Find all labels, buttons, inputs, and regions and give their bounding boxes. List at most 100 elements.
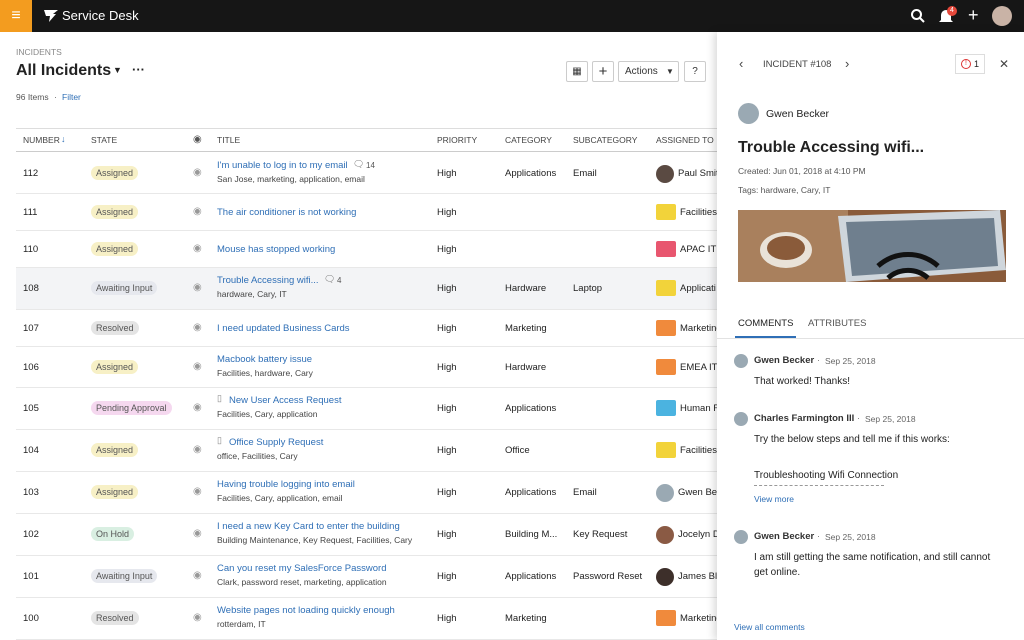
view-title[interactable]: All Incidents [16,62,112,79]
column-header[interactable]: PRIORITY [437,135,478,145]
eye-icon: ◉ [193,570,202,581]
incident-title[interactable]: The air conditioner is not working [217,206,357,218]
assigned-to: Gwen Be [678,487,717,498]
table-row[interactable] [16,430,717,472]
assignee-avatar [656,568,674,586]
table-row[interactable] [16,347,717,388]
table-row[interactable] [16,310,717,347]
comment-text: That worked! Thanks! [754,376,850,387]
incident-title[interactable]: New User Access Request [229,395,342,406]
breadcrumb: INCIDENTS [16,47,62,57]
column-header[interactable]: NUMBER [23,135,60,145]
tab[interactable]: ATTRIBUTES [808,318,867,329]
prev-button[interactable]: ‹ [739,56,744,71]
next-button[interactable]: › [845,56,850,71]
user-avatar[interactable] [992,6,1012,26]
state-pill: Assigned [91,241,139,256]
view-all-comments[interactable]: View all comments [734,622,805,632]
state-pill: Assigned [91,485,139,499]
column-header[interactable]: ASSIGNED TO [656,135,714,145]
category: Hardware [505,361,547,373]
assigned-to: Marketing [680,322,717,334]
column-header[interactable]: CATEGORY [505,135,552,145]
alert-icon: ! [960,59,971,69]
incident-title[interactable]: Macbook battery issue [217,354,313,365]
state-pill: Awaiting Input [91,569,158,583]
more-menu[interactable]: ··· [132,62,145,77]
table-row[interactable] [16,556,717,598]
incident-number: 107 [23,322,39,334]
priority: High [437,243,457,255]
tab[interactable]: COMMENTS [738,318,794,329]
view-more[interactable]: View more [754,494,794,504]
incident-tags: Clark, password reset, marketing, applic… [217,577,387,587]
category: Applications [505,403,557,414]
app-title: Service Desk [62,8,139,23]
alert-button[interactable]: ! 1 [955,54,985,74]
incident-table: NUMBER STATE TITLE PRIORITY CATEGORY SUBCATEG… [16,128,717,640]
column-header[interactable]: STATE [91,135,118,145]
add-button[interactable]: + [592,61,614,82]
view-dropdown[interactable]: ▼ [113,65,122,75]
priority: High [437,487,457,498]
state-pill: Awaiting Input [91,281,158,295]
eye-icon: ◉ [193,242,202,254]
state-pill: Pending Approval [91,401,172,415]
group-icon [656,610,676,626]
filter-link[interactable]: Filter [62,92,81,102]
table-row[interactable] [16,153,717,194]
logo [44,10,58,22]
column-header[interactable]: TITLE [217,135,241,145]
table-row[interactable] [16,514,717,556]
comment-author: Charles Farmington III [754,413,855,424]
actions-button[interactable]: Actions ▼ [618,61,679,82]
priority: High [437,529,457,540]
incident-number: 103 [23,487,39,498]
state-pill: Assigned [91,204,139,219]
assigned-to: Human R [680,403,717,414]
state-pill: Assigned [91,165,139,180]
created-date: Created: Jun 01, 2018 at 4:10 PM [738,166,866,176]
incident-tags: Facilities, Cary, application [217,409,318,419]
category: Marketing [505,613,547,624]
incident-title[interactable]: Trouble Accessing wifi... [217,275,319,286]
requester-name: Gwen Becker [766,108,830,120]
group-icon [656,280,676,296]
category: Building M... [505,529,558,540]
comment-text: Try the below steps and tell me if this … [754,434,950,445]
comment-icon: 🗨 [353,159,365,169]
add-icon[interactable]: + [968,5,979,25]
grid-view-button[interactable]: ▦ [566,61,588,82]
group-icon [656,442,676,458]
incident-title[interactable]: I need updated Business Cards [217,322,350,334]
attachment-image [738,210,1006,282]
comment-avatar [734,412,748,426]
tab-bar: COMMENTS ATTRIBUTES [717,310,1024,339]
table-row[interactable] [16,472,717,514]
group-icon [656,203,676,220]
priority: High [437,403,457,414]
help-button[interactable]: ? [684,61,706,82]
incident-tags: Facilities, hardware, Cary [217,368,313,378]
incident-title[interactable]: I need a new Key Card to enter the build… [217,521,400,532]
incident-number: 112 [23,167,39,179]
incident-title[interactable]: Mouse has stopped working [217,243,336,255]
incident-title[interactable]: I'm unable to log in to my email [217,160,348,171]
comment-icon: 🗨 [324,274,336,284]
table-row[interactable] [16,231,717,268]
incident-number: 106 [23,361,39,373]
menu-button[interactable]: ≡ [0,0,32,32]
assigned-to: Jocelyn D [678,529,717,540]
search-icon[interactable] [910,8,926,24]
incident-title[interactable]: Can you reset my SalesForce Password [217,563,387,574]
group-icon [656,240,676,257]
table-row[interactable] [16,194,717,231]
assigned-to: Applicati [680,283,716,294]
eye-icon: ◉ [193,444,202,455]
column-header[interactable]: SUBCATEGORY [573,135,638,145]
close-button[interactable]: ✕ [999,57,1010,71]
incident-title[interactable]: Website pages not loading quickly enough [217,605,395,616]
incident-title[interactable]: Having trouble logging into email [217,479,355,490]
incident-title[interactable]: Office Supply Request [229,437,324,448]
table-row[interactable] [16,388,717,430]
